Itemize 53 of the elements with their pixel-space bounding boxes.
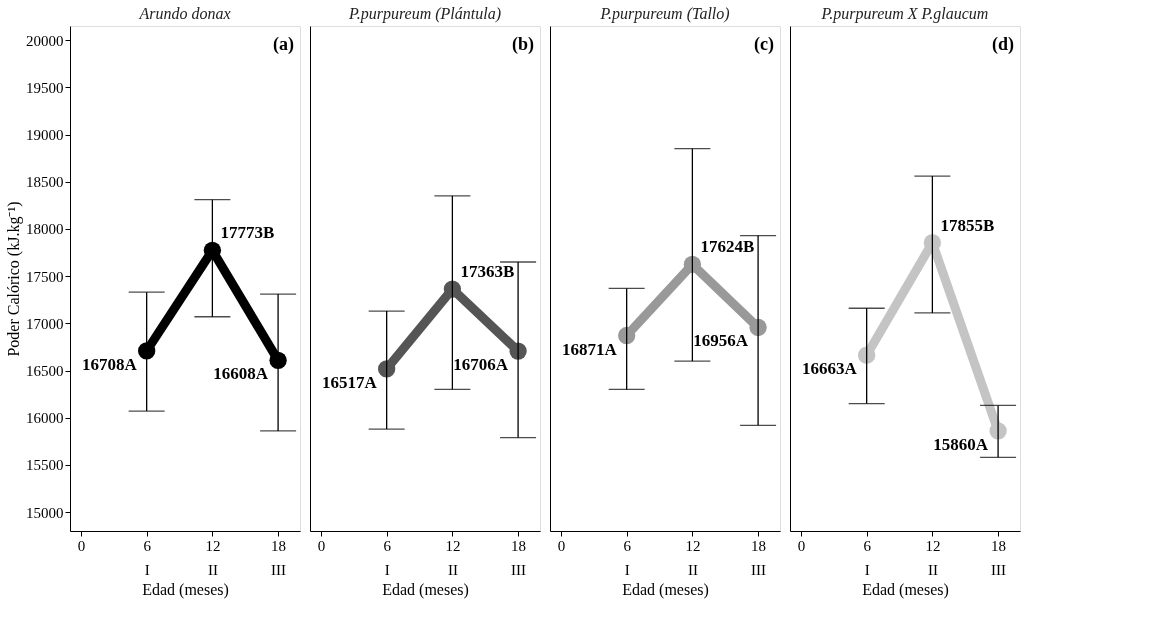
- data-label: 16706A: [453, 355, 509, 375]
- data-label: 15860A: [933, 434, 989, 454]
- annotation: (c): [754, 34, 774, 55]
- y-tick-label: 15500: [26, 457, 64, 474]
- chart-title: Arundo donax: [138, 5, 231, 22]
- data-label: 16708A: [81, 354, 138, 374]
- data-label: 16871A: [561, 339, 618, 359]
- x-tick-label: 12 II: [685, 537, 701, 578]
- y-tick-label: 19500: [26, 79, 64, 96]
- x-tick-label: 18 III: [751, 537, 767, 578]
- x-axis-title: Edad (meses): [862, 580, 949, 599]
- x-tick-label: 12 II: [205, 537, 221, 578]
- y-tick-label: 17500: [26, 268, 64, 285]
- x-tick-label: 18 III: [991, 537, 1007, 578]
- x-tick-label: 18 III: [271, 537, 287, 578]
- x-tick-label: 6 I: [383, 537, 392, 578]
- x-axis-title: Edad (meses): [142, 580, 229, 599]
- y-axis-title: Poder Calórico (kJ.kg⁻¹): [5, 201, 23, 357]
- data-label: 17855B: [940, 215, 995, 235]
- data-label: 16663A: [801, 359, 858, 379]
- x-tick-label: 6 I: [863, 537, 872, 578]
- data-label: 17624B: [700, 237, 755, 257]
- data-label: 16517A: [321, 372, 378, 392]
- point: [138, 342, 156, 360]
- x-axis-title: Edad (meses): [382, 580, 469, 599]
- x-tick-label: 0: [557, 537, 566, 554]
- y-tick-label: 17000: [26, 315, 64, 332]
- x-tick-label: 18 III: [511, 537, 527, 578]
- y-tick-label: 16500: [26, 363, 64, 380]
- data-label: 17363B: [460, 262, 515, 282]
- x-tick-label: 0: [797, 537, 806, 554]
- annotation: (d): [992, 34, 1014, 55]
- annotation: (b): [512, 34, 534, 55]
- y-tick-label: 20000: [26, 32, 64, 49]
- data-label: 16956A: [693, 331, 749, 351]
- x-tick-label: 12 II: [925, 537, 941, 578]
- y-tick-label: 15000: [26, 504, 64, 521]
- x-axis-title: Edad (meses): [622, 580, 709, 599]
- chart-title: P.purpureum (Plántula): [348, 5, 501, 23]
- y-tick-label: 18500: [26, 174, 64, 191]
- y-tick-label: 19000: [26, 127, 64, 144]
- chart-title: P.purpureum X P.glaucum: [820, 5, 989, 23]
- x-tick-label: 6 I: [623, 537, 632, 578]
- x-tick-label: 12 II: [445, 537, 461, 578]
- x-tick-label: 0: [77, 537, 86, 554]
- annotation: (a): [273, 34, 294, 55]
- x-tick-label: 0: [317, 537, 326, 554]
- x-tick-label: 6 I: [143, 537, 152, 578]
- y-tick-label: 16000: [26, 410, 64, 427]
- data-label: 16608A: [213, 364, 269, 384]
- y-tick-label: 18000: [26, 221, 64, 238]
- data-label: 17773B: [220, 223, 275, 243]
- chart-title: P.purpureum (Tallo): [599, 5, 730, 23]
